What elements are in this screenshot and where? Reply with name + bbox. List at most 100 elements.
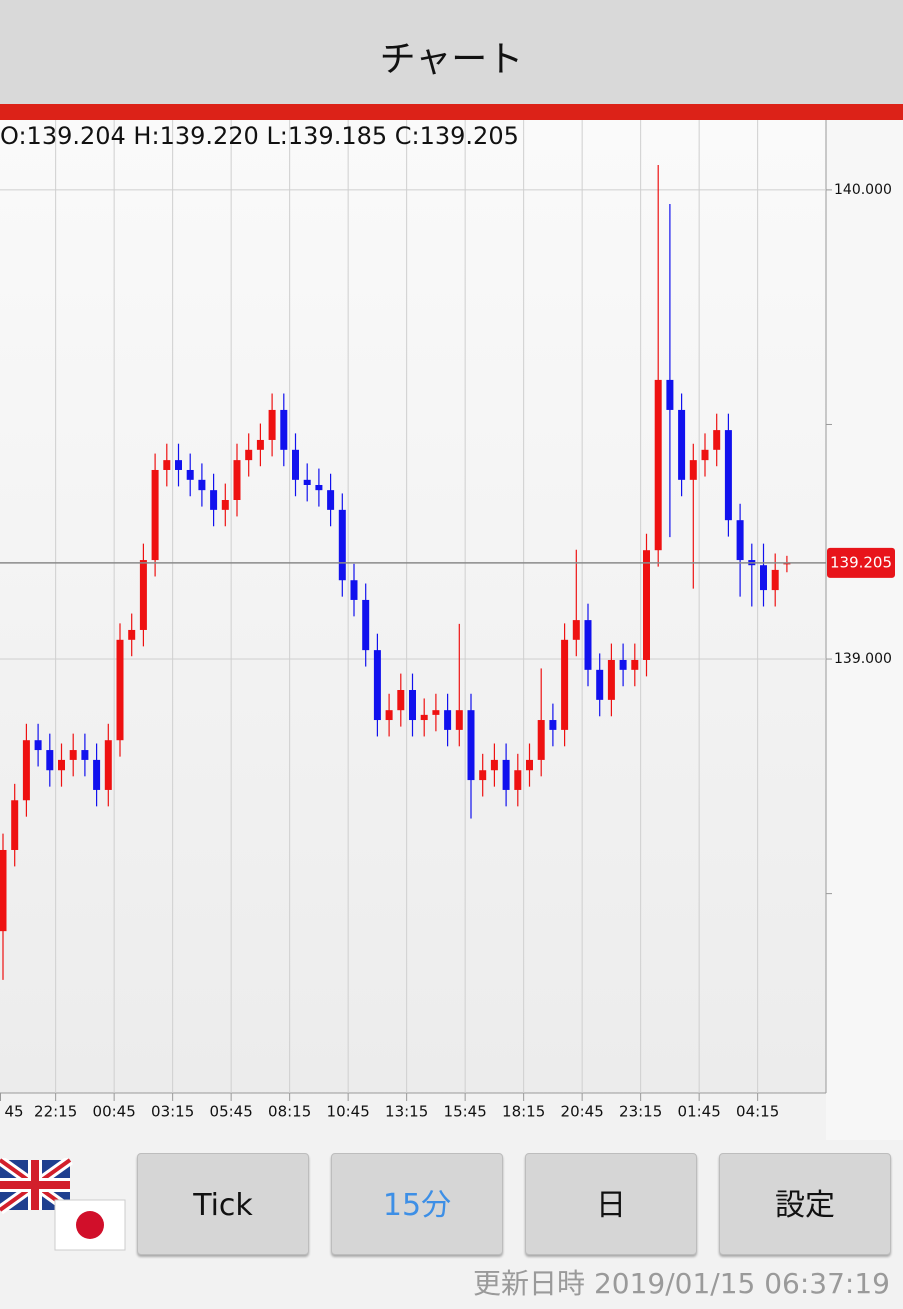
candle-body	[104, 740, 112, 790]
candle-body	[526, 759, 533, 771]
candle-body	[432, 710, 440, 715]
x-tick-label: 13:15	[385, 1103, 428, 1121]
y-tick-label: 140.000	[834, 182, 892, 198]
candle-body	[303, 479, 311, 485]
candle-body	[631, 659, 639, 670]
candle-body	[666, 379, 674, 410]
last-price-label: 139.205	[830, 553, 892, 571]
x-tick-label: 03:15	[151, 1103, 194, 1121]
candle-body	[186, 469, 194, 480]
candle-body	[93, 759, 101, 790]
y-tick-label: 139.000	[834, 651, 892, 667]
x-tick-label: 04:15	[736, 1103, 779, 1121]
candle-body	[760, 565, 767, 591]
candle-body	[409, 690, 416, 721]
candle-body	[198, 479, 206, 491]
candle-body	[467, 710, 475, 781]
last-price-tag	[827, 547, 895, 578]
candle-body	[490, 759, 498, 771]
candle-body	[724, 430, 732, 521]
candle-body	[163, 460, 171, 470]
candle-body	[11, 800, 19, 850]
candle-body	[151, 469, 159, 561]
x-tick-label: 18:15	[502, 1103, 545, 1121]
x-tick-label: 05:45	[210, 1103, 253, 1121]
candle-body	[736, 520, 744, 561]
candle-body	[549, 720, 557, 730]
x-tick-label: 01:45	[678, 1103, 721, 1121]
candle-body	[362, 599, 370, 651]
candle-body	[444, 710, 452, 730]
candle-body	[385, 710, 393, 721]
candle-body	[619, 659, 627, 670]
axis-area	[826, 120, 903, 1140]
candle-body	[280, 409, 288, 450]
update-time: 更新日時 2019/01/15 06:37:19	[473, 1267, 890, 1300]
candle-body	[502, 759, 510, 790]
candle-body	[397, 690, 405, 711]
candle-body	[713, 430, 721, 450]
candle-body	[338, 509, 346, 581]
tick-button[interactable]: Tick	[137, 1153, 309, 1255]
x-tick-label: 10:45	[327, 1103, 370, 1121]
candle-body	[678, 409, 686, 480]
candle-body	[701, 449, 709, 461]
x-tick-label: 20:45	[561, 1103, 604, 1121]
candle-body	[81, 750, 89, 760]
candle-body	[221, 500, 229, 510]
candle-body	[210, 490, 218, 510]
candle-body	[22, 740, 30, 801]
candle-body	[34, 740, 42, 751]
candle-body	[607, 659, 615, 700]
candle-body	[327, 490, 335, 510]
candle-body	[69, 750, 77, 760]
candle-body	[46, 750, 54, 771]
candle-body	[643, 550, 650, 660]
x-tick-label: 00:45	[93, 1103, 136, 1121]
candle-body	[139, 560, 147, 630]
candle-body	[116, 639, 124, 741]
settings-button[interactable]: 設定	[719, 1153, 891, 1255]
ohlc-label: O:139.204 H:139.220 L:139.185 C:139.205	[0, 122, 519, 150]
candle-body	[689, 460, 697, 480]
candle-body	[596, 669, 604, 700]
candle-body	[654, 379, 662, 551]
x-tick-label: 15:45	[444, 1103, 487, 1121]
currency-flags[interactable]	[0, 1158, 128, 1254]
candle-body	[256, 439, 264, 450]
candle-body	[0, 849, 7, 932]
x-tick-label: 23:15	[619, 1103, 662, 1121]
candle-body	[373, 650, 381, 721]
candle-body	[420, 714, 428, 721]
x-tick-label: 45	[4, 1103, 23, 1121]
candle-body	[292, 449, 299, 480]
plot-area	[0, 120, 826, 1093]
accent-bar	[0, 104, 903, 120]
candle-body	[479, 770, 487, 781]
candle-body	[268, 409, 276, 440]
candle-body	[315, 484, 323, 491]
time-axis-area	[0, 1093, 826, 1140]
candle-body	[537, 720, 545, 760]
candle-body	[584, 620, 592, 670]
candle-body	[245, 449, 253, 461]
candle-body	[455, 710, 463, 730]
japan-flag[interactable]	[54, 1199, 126, 1251]
header-title: チャート	[0, 0, 903, 104]
candle-body	[771, 569, 779, 591]
candle-body	[175, 460, 182, 470]
candle-body	[58, 759, 65, 771]
candle-body	[128, 629, 136, 640]
candle-body	[514, 770, 522, 790]
15min-button[interactable]: 15分	[331, 1153, 503, 1255]
x-tick-label: 22:15	[34, 1103, 77, 1121]
x-tick-label: 08:15	[268, 1103, 311, 1121]
candle-body	[561, 639, 569, 730]
chart: 45 22:15 00:45 03:15 05:45 08:15 10:45 13:15 15:…	[0, 120, 903, 1140]
candle-body	[350, 580, 358, 600]
candle-body	[572, 620, 580, 640]
candle-body	[233, 460, 241, 501]
day-button[interactable]: 日	[525, 1153, 697, 1255]
